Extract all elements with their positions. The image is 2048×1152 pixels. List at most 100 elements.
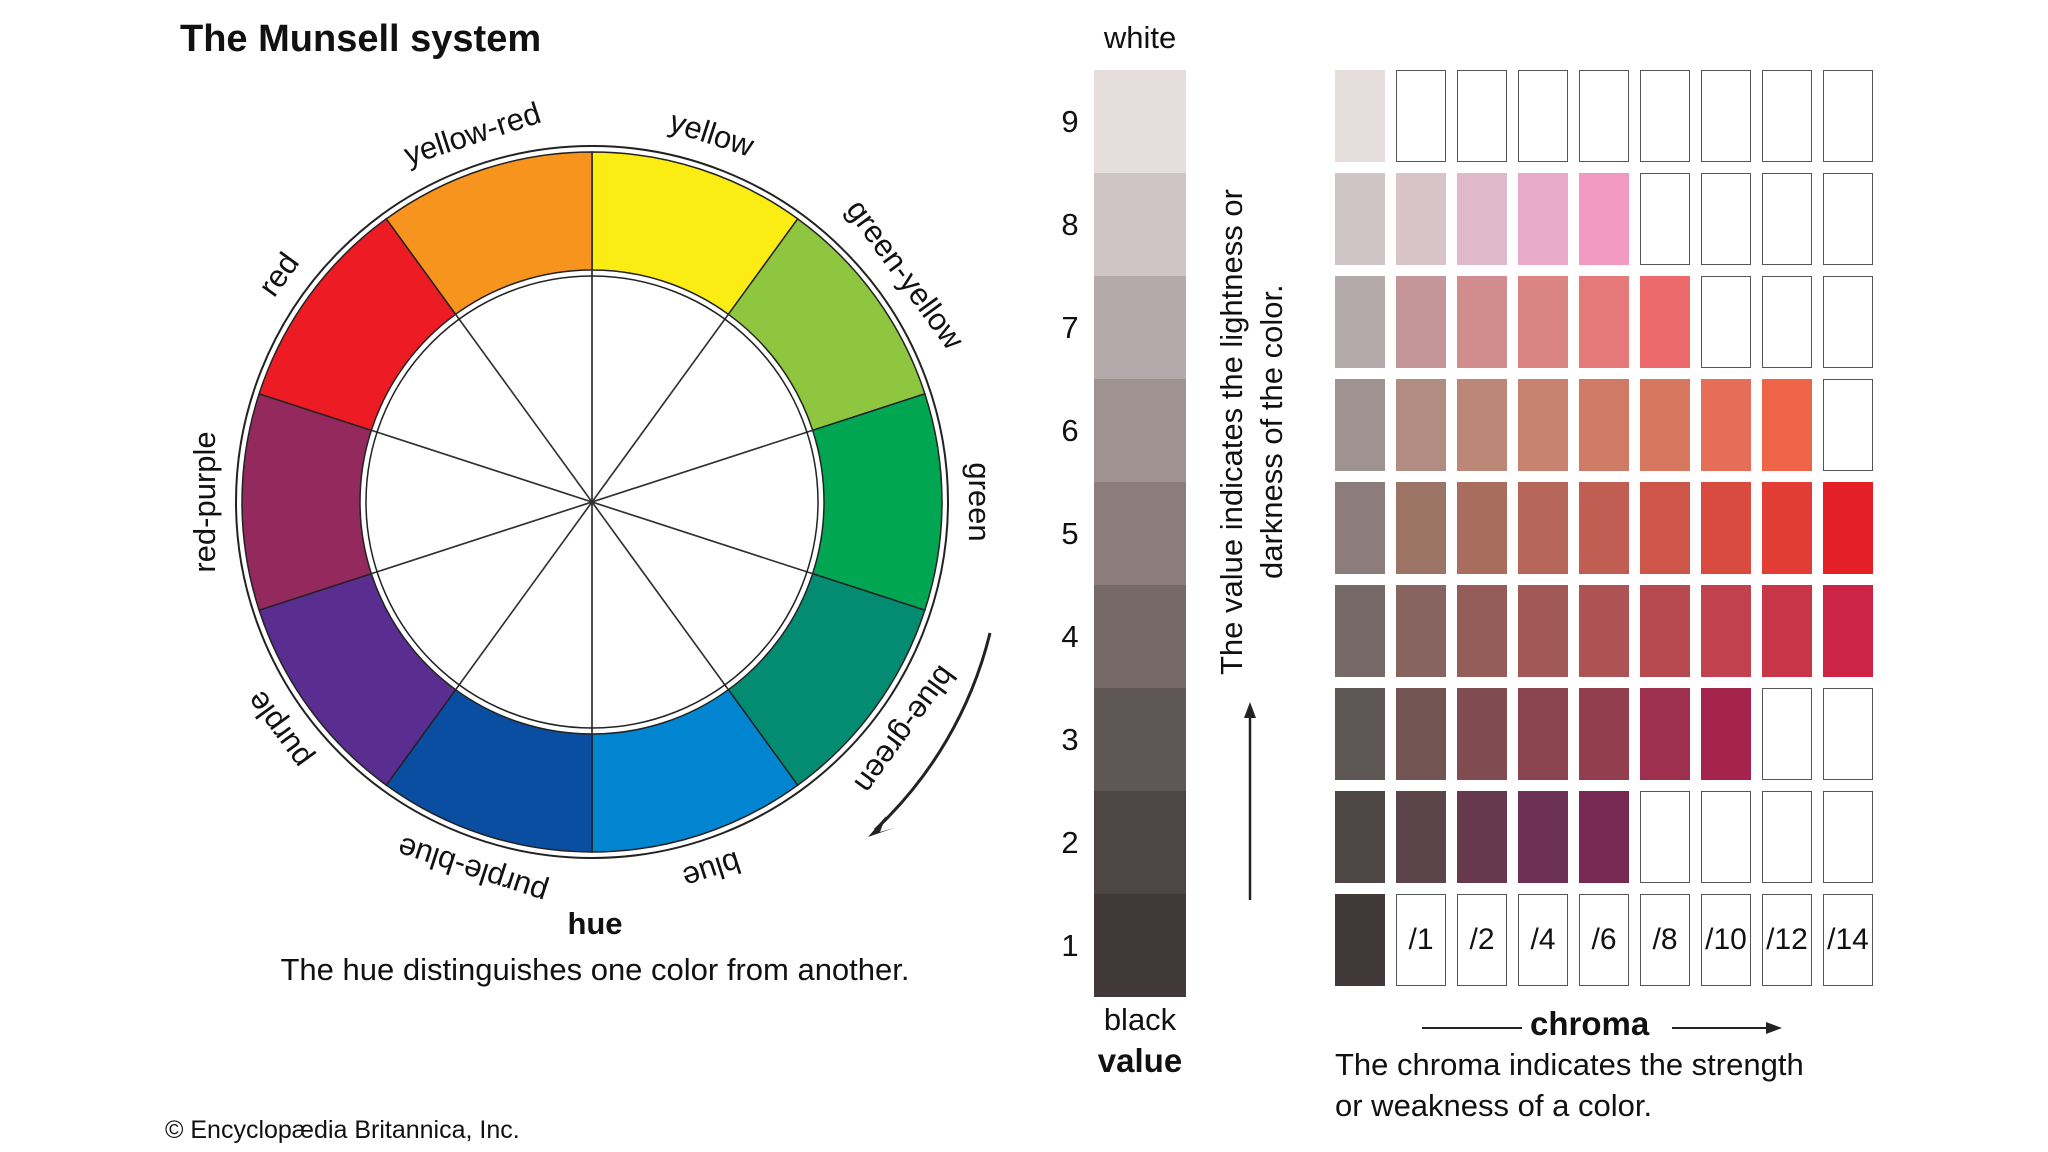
chroma-empty-cell: [1762, 70, 1812, 162]
chroma-description: The chroma indicates the strength or wea…: [1335, 1044, 1935, 1126]
chroma-empty-cell: [1640, 173, 1690, 265]
chroma-empty-cell: [1640, 70, 1690, 162]
chroma-empty-cell: [1823, 791, 1873, 883]
chroma-empty-cell: [1457, 70, 1507, 162]
value-step-2: [1094, 791, 1186, 894]
chroma-swatch: [1579, 173, 1629, 265]
chroma-empty-cell: [1396, 70, 1446, 162]
chroma-empty-cell: [1762, 688, 1812, 780]
chroma-empty-cell: [1823, 688, 1873, 780]
chroma-swatch: [1396, 276, 1446, 368]
chroma-empty-cell: [1823, 276, 1873, 368]
value-number-4: 4: [1061, 619, 1079, 654]
value-number-6: 6: [1061, 413, 1079, 448]
value-step-4: [1094, 585, 1186, 688]
hue-label-red-purple: red-purple: [187, 431, 222, 572]
chroma-swatch: [1457, 379, 1507, 471]
hue-label-yellow: yellow: [665, 104, 758, 164]
hue-segment-green: [811, 392, 943, 612]
hue-label-green: green: [962, 462, 997, 541]
chroma-swatch: [1335, 688, 1385, 780]
value-step-5: [1094, 482, 1186, 585]
chroma-swatch: [1335, 894, 1385, 986]
value-number-7: 7: [1061, 310, 1079, 345]
chroma-swatch: [1335, 585, 1385, 677]
copyright: © Encyclopædia Britannica, Inc.: [165, 1116, 520, 1144]
chroma-arrow-icon: [1422, 1022, 1782, 1034]
chroma-swatch: [1396, 173, 1446, 265]
chroma-swatch: [1335, 70, 1385, 162]
chroma-swatch: [1518, 173, 1568, 265]
chroma-swatch: [1457, 791, 1507, 883]
value-numbers: 9 8 7 6 5 4 3 2 1: [1050, 70, 1090, 997]
chroma-label: /14: [1823, 894, 1873, 986]
hue-wheel: yellowgreen-yellowgreenblue-greenbluepur…: [187, 95, 997, 900]
chroma-swatch: [1518, 482, 1568, 574]
chroma-swatch: [1457, 585, 1507, 677]
value-top-label: white: [1103, 20, 1177, 55]
chroma-swatch: [1640, 688, 1690, 780]
chroma-label: /10: [1701, 894, 1751, 986]
chroma-swatch: [1396, 379, 1446, 471]
chroma-label: /1: [1396, 894, 1446, 986]
hue-label-red: red: [251, 246, 306, 303]
chroma-swatch: [1823, 585, 1873, 677]
value-number-1: 1: [1061, 928, 1079, 963]
value-step-7: [1094, 276, 1186, 379]
value-note: The value indicates the lightness or dar…: [1214, 189, 1289, 675]
rotation-arrowhead-icon: [868, 816, 894, 837]
chroma-swatch: [1396, 688, 1446, 780]
chroma-empty-cell: [1823, 379, 1873, 471]
chroma-row-value-8: [1335, 173, 1884, 265]
value-number-3: 3: [1061, 722, 1079, 757]
chroma-swatch: [1640, 482, 1690, 574]
chroma-swatch: [1762, 585, 1812, 677]
chroma-swatch: [1335, 276, 1385, 368]
value-title: value: [1097, 1042, 1183, 1079]
chroma-swatch: [1518, 688, 1568, 780]
chroma-description-line-2: or weakness of a color.: [1335, 1088, 1653, 1123]
chroma-swatch: [1518, 276, 1568, 368]
chroma-row-value-5: [1335, 482, 1884, 574]
page-title: The Munsell system: [180, 18, 542, 60]
chroma-swatch: [1396, 585, 1446, 677]
value-step-9: [1094, 70, 1186, 173]
value-bottom-label: black: [1103, 1002, 1177, 1037]
chroma-empty-cell: [1701, 173, 1751, 265]
chroma-swatch: [1518, 791, 1568, 883]
chroma-swatch: [1335, 791, 1385, 883]
chroma-swatch: [1335, 173, 1385, 265]
chroma-row-value-3: [1335, 688, 1884, 780]
chroma-row-value-9: [1335, 70, 1884, 162]
chroma-swatch: [1762, 482, 1812, 574]
chroma-label: /12: [1762, 894, 1812, 986]
hue-ring-outline: [365, 275, 819, 729]
chroma-swatch: [1335, 482, 1385, 574]
chroma-swatch: [1823, 482, 1873, 574]
chroma-empty-cell: [1518, 70, 1568, 162]
chroma-swatch: [1457, 482, 1507, 574]
chroma-swatch: [1640, 585, 1690, 677]
chroma-empty-cell: [1823, 70, 1873, 162]
chroma-swatch: [1518, 585, 1568, 677]
chroma-swatch: [1701, 688, 1751, 780]
value-step-1: [1094, 894, 1186, 997]
chroma-empty-cell: [1701, 276, 1751, 368]
chroma-swatch: [1579, 482, 1629, 574]
hue-ring-outline: [235, 145, 949, 859]
chroma-row-value-7: [1335, 276, 1884, 368]
rotation-arrow: [873, 632, 992, 832]
hue-label-blue: blue: [678, 845, 745, 896]
value-step-6: [1094, 379, 1186, 482]
value-step-3: [1094, 688, 1186, 791]
chroma-swatch: [1701, 585, 1751, 677]
value-number-9: 9: [1061, 104, 1079, 139]
chroma-swatch: [1457, 688, 1507, 780]
chroma-label: /2: [1457, 894, 1507, 986]
chroma-swatch: [1457, 276, 1507, 368]
chroma-empty-cell: [1823, 173, 1873, 265]
chroma-row-value-6: [1335, 379, 1884, 471]
chroma-swatch: [1640, 379, 1690, 471]
chroma-swatch: [1579, 585, 1629, 677]
chroma-empty-cell: [1762, 276, 1812, 368]
